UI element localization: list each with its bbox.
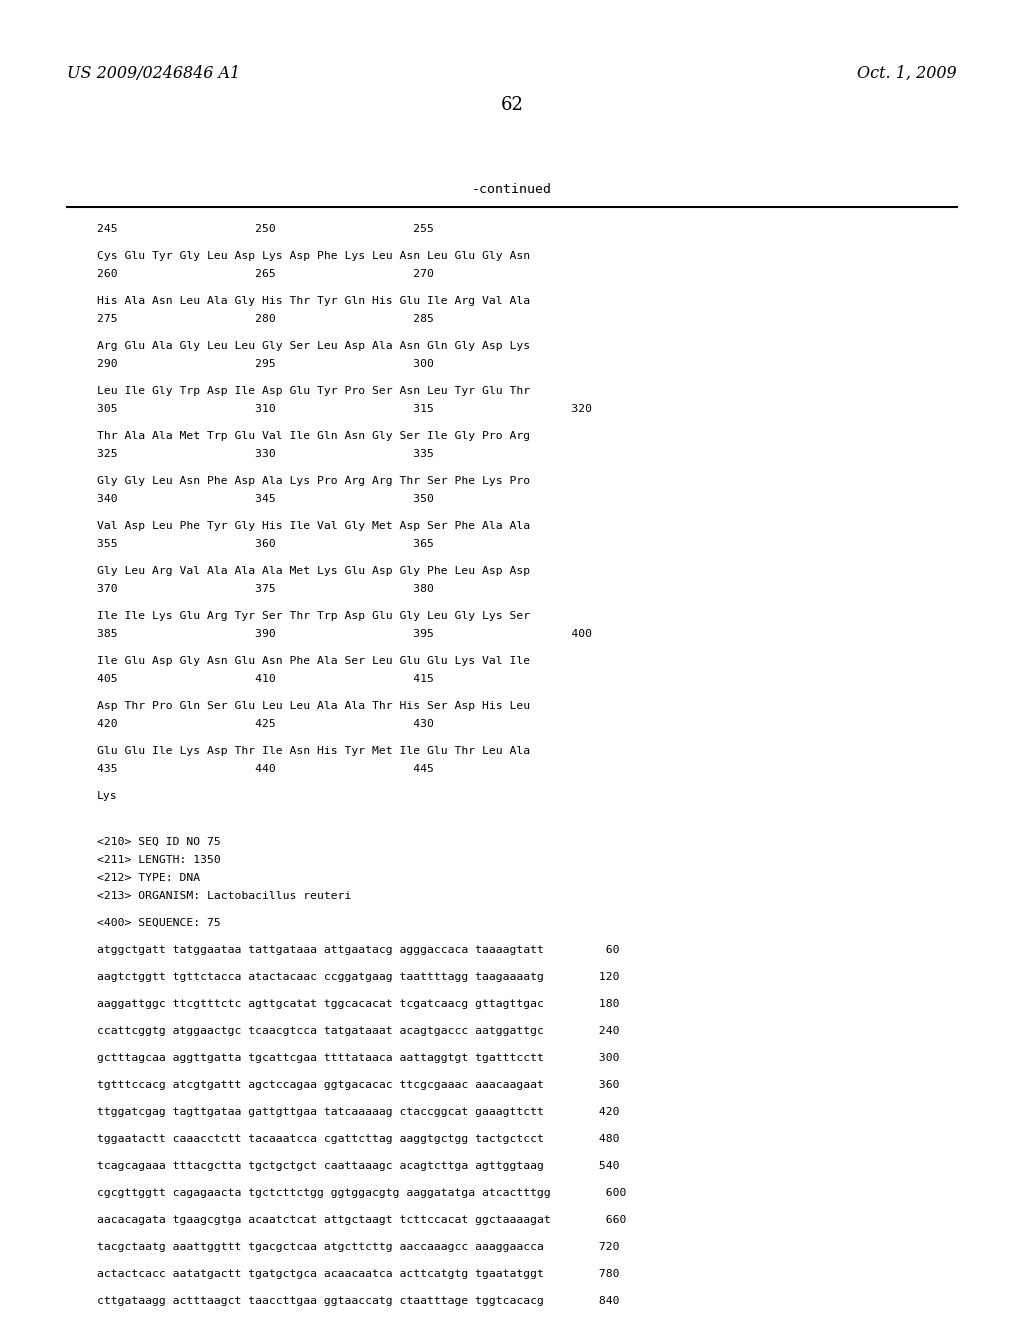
Text: His Ala Asn Leu Ala Gly His Thr Tyr Gln His Glu Ile Arg Val Ala: His Ala Asn Leu Ala Gly His Thr Tyr Gln … [97, 296, 530, 306]
Text: Leu Ile Gly Trp Asp Ile Asp Glu Tyr Pro Ser Asn Leu Tyr Glu Thr: Leu Ile Gly Trp Asp Ile Asp Glu Tyr Pro … [97, 385, 530, 396]
Text: aacacagata tgaagcgtga acaatctcat attgctaagt tcttccacat ggctaaaagat        660: aacacagata tgaagcgtga acaatctcat attgcta… [97, 1214, 627, 1225]
Text: tgtttccacg atcgtgattt agctccagaa ggtgacacac ttcgcgaaac aaacaagaat        360: tgtttccacg atcgtgattt agctccagaa ggtgaca… [97, 1080, 620, 1090]
Text: aagtctggtt tgttctacca atactacaac ccggatgaag taattttagg taagaaaatg        120: aagtctggtt tgttctacca atactacaac ccggatg… [97, 972, 620, 982]
Text: Gly Leu Arg Val Ala Ala Ala Met Lys Glu Asp Gly Phe Leu Asp Asp: Gly Leu Arg Val Ala Ala Ala Met Lys Glu … [97, 566, 530, 576]
Text: 435                    440                    445: 435 440 445 [97, 764, 434, 774]
Text: aaggattggc ttcgtttctc agttgcatat tggcacacat tcgatcaacg gttagttgac        180: aaggattggc ttcgtttctc agttgcatat tggcaca… [97, 999, 620, 1008]
Text: 305                    310                    315                    320: 305 310 315 320 [97, 404, 592, 414]
Text: Glu Glu Ile Lys Asp Thr Ile Asn His Tyr Met Ile Glu Thr Leu Ala: Glu Glu Ile Lys Asp Thr Ile Asn His Tyr … [97, 746, 530, 756]
Text: ccattcggtg atggaactgc tcaacgtcca tatgataaat acagtgaccc aatggattgc        240: ccattcggtg atggaactgc tcaacgtcca tatgata… [97, 1026, 620, 1036]
Text: <212> TYPE: DNA: <212> TYPE: DNA [97, 873, 200, 883]
Text: Val Asp Leu Phe Tyr Gly His Ile Val Gly Met Asp Ser Phe Ala Ala: Val Asp Leu Phe Tyr Gly His Ile Val Gly … [97, 521, 530, 531]
Text: 340                    345                    350: 340 345 350 [97, 494, 434, 504]
Text: 245                    250                    255: 245 250 255 [97, 224, 434, 234]
Text: 62: 62 [501, 96, 523, 114]
Text: tcagcagaaa tttacgctta tgctgctgct caattaaagc acagtcttga agttggtaag        540: tcagcagaaa tttacgctta tgctgctgct caattaa… [97, 1162, 620, 1171]
Text: 370                    375                    380: 370 375 380 [97, 583, 434, 594]
Text: 275                    280                    285: 275 280 285 [97, 314, 434, 323]
Text: tacgctaatg aaattggttt tgacgctcaa atgcttcttg aaccaaagcc aaaggaacca        720: tacgctaatg aaattggttt tgacgctcaa atgcttc… [97, 1242, 620, 1251]
Text: <400> SEQUENCE: 75: <400> SEQUENCE: 75 [97, 917, 221, 928]
Text: 420                    425                    430: 420 425 430 [97, 719, 434, 729]
Text: Asp Thr Pro Gln Ser Glu Leu Leu Ala Ala Thr His Ser Asp His Leu: Asp Thr Pro Gln Ser Glu Leu Leu Ala Ala … [97, 701, 530, 711]
Text: atggctgatt tatggaataa tattgataaa attgaatacg agggaccaca taaaagtatt         60: atggctgatt tatggaataa tattgataaa attgaat… [97, 945, 620, 954]
Text: ttggatcgag tagttgataa gattgttgaa tatcaaaaag ctaccggcat gaaagttctt        420: ttggatcgag tagttgataa gattgttgaa tatcaaa… [97, 1107, 620, 1117]
Text: <211> LENGTH: 1350: <211> LENGTH: 1350 [97, 855, 221, 865]
Text: US 2009/0246846 A1: US 2009/0246846 A1 [67, 65, 240, 82]
Text: -continued: -continued [472, 183, 552, 195]
Text: 405                    410                    415: 405 410 415 [97, 675, 434, 684]
Text: <210> SEQ ID NO 75: <210> SEQ ID NO 75 [97, 837, 221, 847]
Text: 290                    295                    300: 290 295 300 [97, 359, 434, 370]
Text: actactcacc aatatgactt tgatgctgca acaacaatca acttcatgtg tgaatatggt        780: actactcacc aatatgactt tgatgctgca acaacaa… [97, 1269, 620, 1279]
Text: 355                    360                    365: 355 360 365 [97, 539, 434, 549]
Text: gctttagcaa aggttgatta tgcattcgaa ttttataaca aattaggtgt tgatttcctt        300: gctttagcaa aggttgatta tgcattcgaa ttttata… [97, 1053, 620, 1063]
Text: 385                    390                    395                    400: 385 390 395 400 [97, 630, 592, 639]
Text: tggaatactt caaacctctt tacaaatcca cgattcttag aaggtgctgg tactgctcct        480: tggaatactt caaacctctt tacaaatcca cgattct… [97, 1134, 620, 1144]
Text: Gly Gly Leu Asn Phe Asp Ala Lys Pro Arg Arg Thr Ser Phe Lys Pro: Gly Gly Leu Asn Phe Asp Ala Lys Pro Arg … [97, 477, 530, 486]
Text: Oct. 1, 2009: Oct. 1, 2009 [857, 65, 957, 82]
Text: <213> ORGANISM: Lactobacillus reuteri: <213> ORGANISM: Lactobacillus reuteri [97, 891, 351, 902]
Text: Cys Glu Tyr Gly Leu Asp Lys Asp Phe Lys Leu Asn Leu Glu Gly Asn: Cys Glu Tyr Gly Leu Asp Lys Asp Phe Lys … [97, 251, 530, 261]
Text: Ile Glu Asp Gly Asn Glu Asn Phe Ala Ser Leu Glu Glu Lys Val Ile: Ile Glu Asp Gly Asn Glu Asn Phe Ala Ser … [97, 656, 530, 667]
Text: Lys: Lys [97, 791, 118, 801]
Text: 260                    265                    270: 260 265 270 [97, 269, 434, 279]
Text: cttgataagg actttaagct taaccttgaa ggtaaccatg ctaatttage tggtcacacg        840: cttgataagg actttaagct taaccttgaa ggtaacc… [97, 1296, 620, 1305]
Text: cgcgttggtt cagagaacta tgctcttctgg ggtggacgtg aaggatatga atcactttgg        600: cgcgttggtt cagagaacta tgctcttctgg ggtgga… [97, 1188, 627, 1199]
Text: 325                    330                    335: 325 330 335 [97, 449, 434, 459]
Text: Ile Ile Lys Glu Arg Tyr Ser Thr Trp Asp Glu Gly Leu Gly Lys Ser: Ile Ile Lys Glu Arg Tyr Ser Thr Trp Asp … [97, 611, 530, 620]
Text: Thr Ala Ala Met Trp Glu Val Ile Gln Asn Gly Ser Ile Gly Pro Arg: Thr Ala Ala Met Trp Glu Val Ile Gln Asn … [97, 432, 530, 441]
Text: Arg Glu Ala Gly Leu Leu Gly Ser Leu Asp Ala Asn Gln Gly Asp Lys: Arg Glu Ala Gly Leu Leu Gly Ser Leu Asp … [97, 341, 530, 351]
